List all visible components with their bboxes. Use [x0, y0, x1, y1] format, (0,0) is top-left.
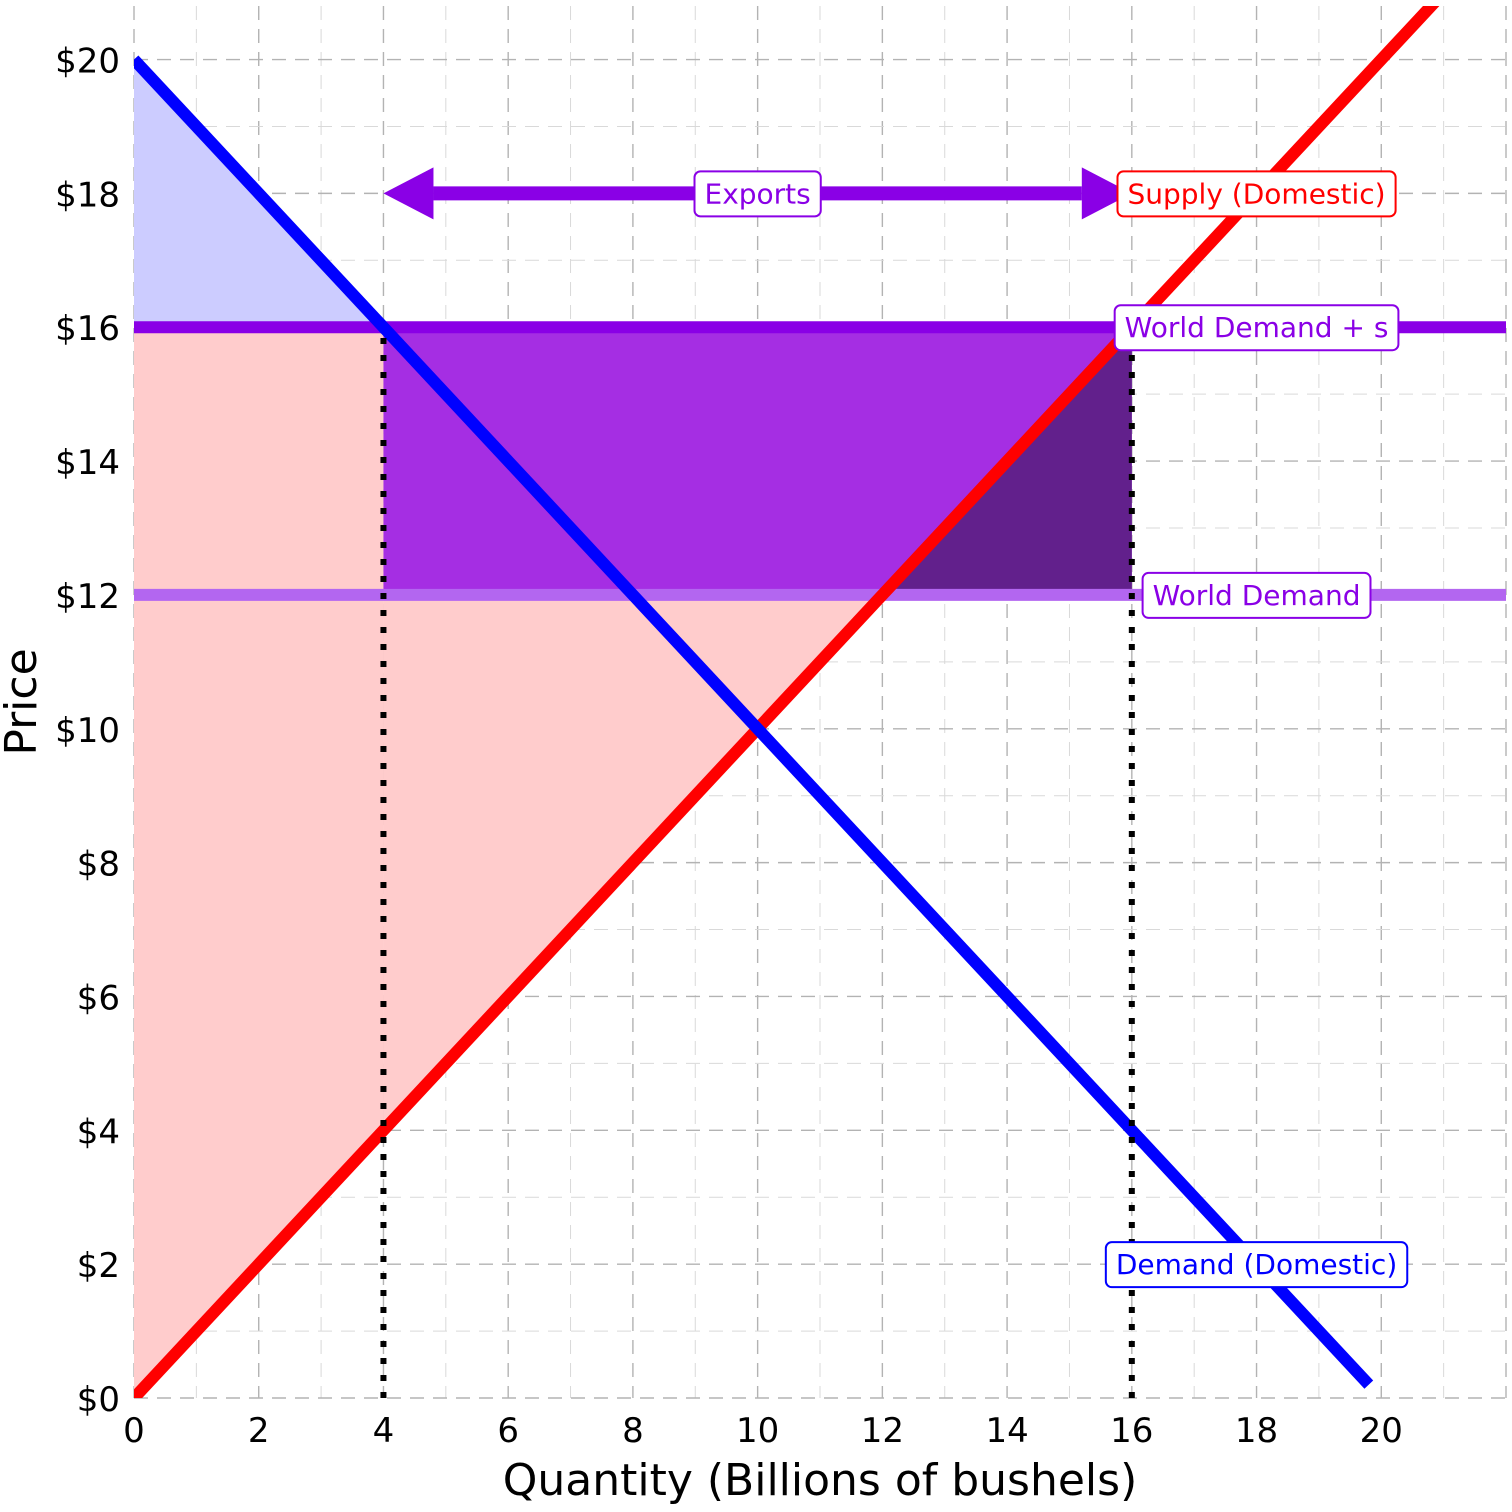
- y-tick-label: $8: [77, 845, 120, 885]
- demand-domestic-curve: [134, 55, 1374, 1389]
- world-demand-label-text: World Demand: [1153, 579, 1361, 612]
- y-tick-label: $10: [55, 711, 120, 751]
- demand-domestic-label-box: [1104, 1241, 1409, 1289]
- y-tick-label: $20: [55, 42, 120, 82]
- supply-domestic-label-text: Supply (Domestic): [1127, 177, 1385, 210]
- world-demand-s-label-box: [1113, 304, 1400, 352]
- x-tick-label: 14: [985, 1411, 1028, 1451]
- x-tick-label: 6: [497, 1411, 519, 1451]
- x-tick-label: 12: [861, 1411, 904, 1451]
- world-demand-label-box: [1141, 571, 1372, 619]
- exports-arrow-right-head: [1081, 167, 1132, 220]
- exports-label: Exports: [693, 170, 822, 218]
- shaded-region-2: [134, 327, 384, 1399]
- y-tick-label: $16: [55, 309, 120, 349]
- grid: [133, 6, 1507, 1399]
- exports-label-text: Exports: [705, 177, 811, 210]
- y-tick-label: $12: [55, 577, 120, 617]
- world-demand-s-label-text: World Demand + s: [1125, 311, 1389, 344]
- y-tick-label: $2: [77, 1246, 120, 1286]
- x-tick-label: 20: [1360, 1411, 1403, 1451]
- y-tick-label: $18: [55, 175, 120, 215]
- exports-label-box: [693, 170, 822, 218]
- y-tick-label: $14: [55, 443, 120, 483]
- curve-labels: Exports Supply (Domestic) World Demand + s…: [693, 170, 1409, 1289]
- y-tick-label: $4: [77, 1112, 120, 1152]
- supply-domestic-label: Supply (Domestic): [1116, 170, 1397, 218]
- y-tick-label: $6: [77, 978, 120, 1018]
- supply-domestic-label-box: [1116, 170, 1397, 218]
- x-tick-label: 0: [123, 1411, 145, 1451]
- y-axis-ticks: $0 $2 $4 $6 $8 $10 $12 $14 $16 $18 $20: [55, 42, 120, 1420]
- world-demand-label: World Demand: [1141, 571, 1372, 619]
- x-tick-label: 16: [1110, 1411, 1153, 1451]
- x-tick-label: 10: [736, 1411, 779, 1451]
- y-axis-title: Price: [0, 648, 47, 755]
- x-tick-label: 2: [248, 1411, 270, 1451]
- x-tick-label: 8: [622, 1411, 644, 1451]
- demand-domestic-label: Demand (Domestic): [1104, 1241, 1409, 1289]
- demand-domestic-label-text: Demand (Domestic): [1116, 1248, 1397, 1281]
- x-tick-label: 18: [1235, 1411, 1278, 1451]
- x-tick-label: 4: [373, 1411, 395, 1451]
- world-demand-s-label: World Demand + s: [1113, 304, 1400, 352]
- y-tick-label: $0: [77, 1380, 120, 1420]
- x-axis-ticks: 0 2 4 6 8 10 12 14 16 18 20: [123, 1411, 1403, 1451]
- exports-arrow-left-head: [383, 167, 434, 220]
- x-axis-title: Quantity (Billions of bushels): [503, 1455, 1138, 1506]
